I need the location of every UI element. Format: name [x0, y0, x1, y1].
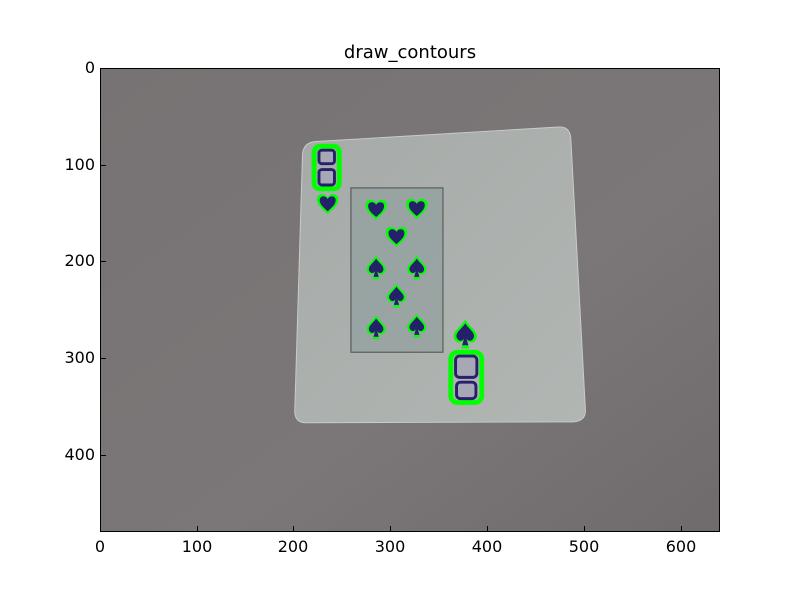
- figure-title: draw_contours: [343, 42, 477, 63]
- x-tick-label: 100: [181, 537, 213, 556]
- x-tick-label: 0: [94, 537, 106, 556]
- bottom-right-index: [448, 349, 485, 405]
- y-tick-label: 400: [64, 445, 95, 464]
- card-photo: [101, 69, 719, 531]
- card-inner-panel: [350, 187, 444, 353]
- x-tick-label: 600: [665, 537, 697, 556]
- x-tick-label: 400: [471, 537, 503, 556]
- x-tick-label: 300: [374, 537, 406, 556]
- y-tick-label: 300: [64, 348, 95, 367]
- image-frame: [100, 68, 720, 532]
- x-tick-label: 200: [277, 537, 309, 556]
- y-tick-label: 200: [64, 251, 95, 270]
- x-tick-label: 500: [568, 537, 600, 556]
- y-tick-label: 100: [64, 155, 95, 174]
- y-tick-label: 0: [84, 58, 95, 77]
- top-left-index: [311, 143, 342, 192]
